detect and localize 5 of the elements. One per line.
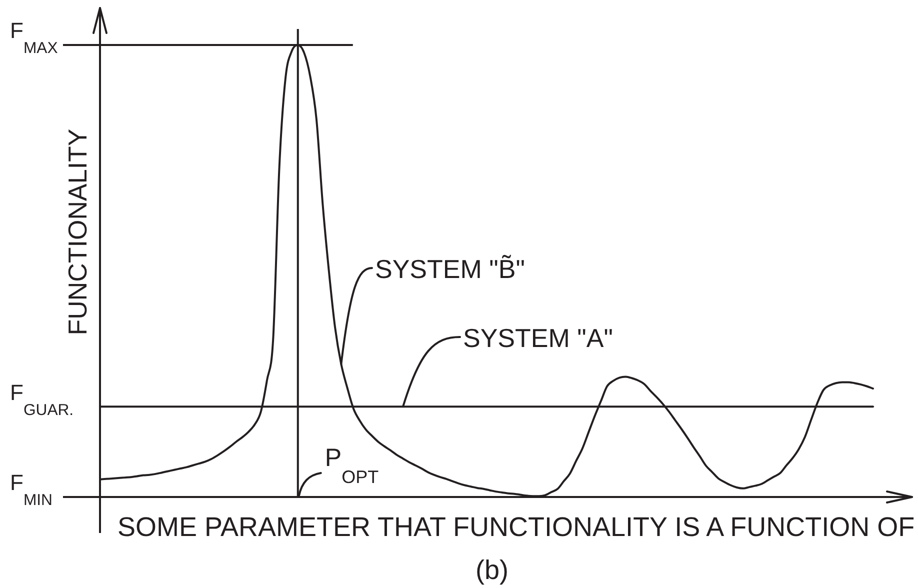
text: (b) [476,555,508,586]
y-axis-title: FUNCTIONALITY [62,128,92,336]
series-label: SYSTEM "B̃" [375,254,525,284]
x-axis-title: SOME PARAMETER THAT FUNCTIONALITY IS A FUNCTION OF [118,512,915,542]
text: SYSTEM "A" [463,322,613,353]
